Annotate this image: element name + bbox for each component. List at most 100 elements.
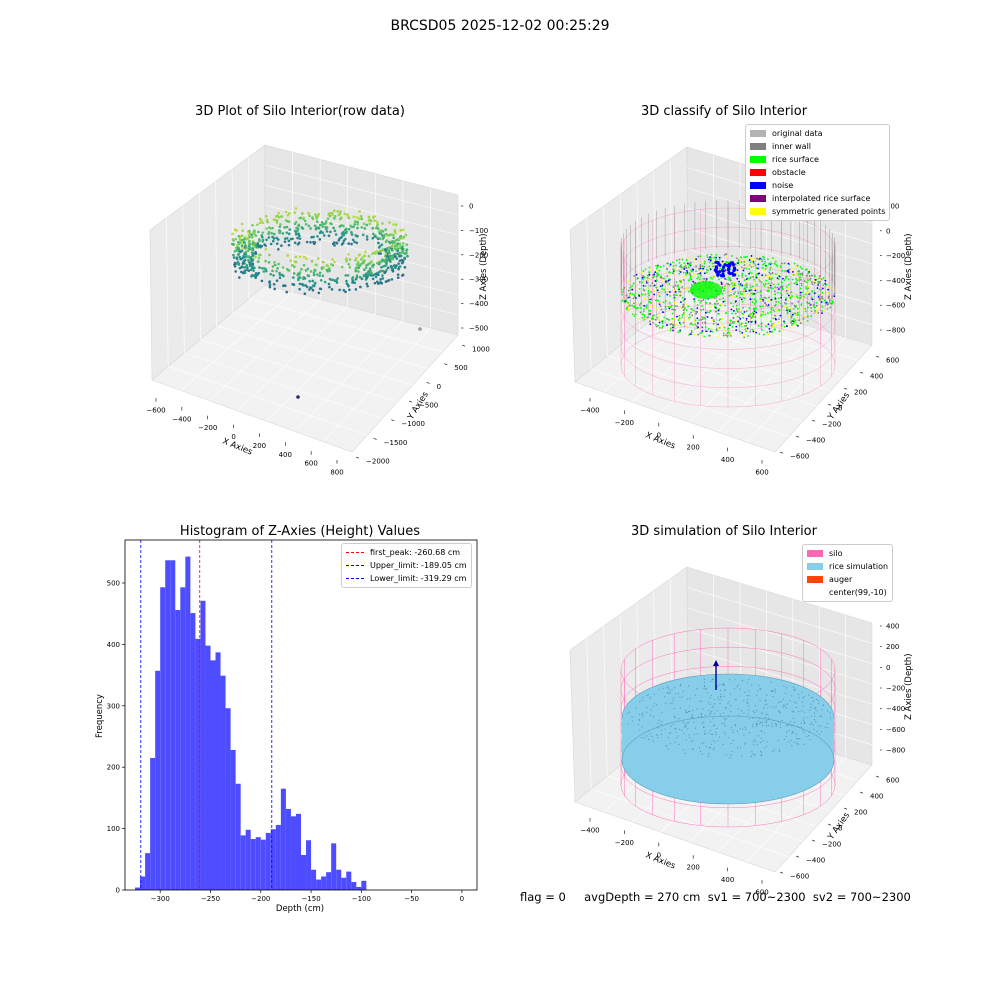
classified-point [744, 264, 747, 267]
rice-mesh-point [802, 729, 804, 732]
classified-point [688, 256, 691, 259]
data-point [297, 232, 300, 236]
data-point [367, 262, 371, 266]
classified-point [717, 323, 719, 326]
rice-mesh-point [752, 740, 754, 743]
data-point [262, 270, 266, 273]
classified-point [680, 266, 683, 269]
classified-point [727, 265, 730, 268]
classified-point [638, 295, 641, 298]
classified-point [697, 260, 700, 263]
data-point [343, 228, 347, 232]
data-point [345, 259, 348, 263]
classified-point [641, 293, 644, 296]
rice-mesh-point [669, 703, 671, 705]
classified-point [652, 321, 655, 324]
classified-point [717, 309, 720, 312]
classified-point [668, 278, 671, 281]
rice-mesh-point [693, 721, 695, 723]
classified-point [800, 272, 803, 275]
legend-label: inner wall [772, 142, 812, 151]
rice-mesh-point [763, 732, 766, 734]
classified-point [652, 318, 654, 321]
data-point [377, 252, 381, 255]
classified-point [682, 279, 685, 281]
histogram-bar [145, 853, 151, 890]
classified-point [753, 292, 756, 295]
histogram-bar [170, 560, 176, 890]
classified-point [720, 283, 723, 285]
classified-point [690, 329, 693, 332]
classified-point [765, 283, 767, 285]
rice-mesh-point [661, 721, 663, 723]
rice-mesh-point [734, 724, 736, 726]
tick-label: −600 [790, 873, 809, 881]
rice-mesh-point [688, 685, 690, 687]
data-point [396, 247, 400, 250]
classified-point [721, 272, 724, 274]
rice-mesh-point [765, 700, 767, 702]
classified-point [704, 311, 707, 314]
classified-point [763, 256, 765, 259]
classified-point [723, 300, 726, 303]
classified-point [653, 314, 655, 317]
panel1-title: 3D Plot of Silo Interior(row data) [195, 104, 405, 119]
classified-point [649, 269, 652, 272]
data-point [342, 288, 346, 292]
classified-point [664, 280, 667, 283]
data-point [365, 238, 369, 241]
data-point [251, 248, 255, 252]
data-point [243, 246, 247, 250]
rice-mesh-point [711, 711, 713, 713]
tick-label: −800 [886, 327, 905, 335]
classified-point [722, 332, 725, 335]
classified-point [791, 302, 794, 305]
rice-mesh-point [770, 681, 772, 683]
classified-point [703, 335, 706, 338]
tick-label: 0 [437, 383, 441, 391]
rice-mesh-point [737, 708, 739, 710]
classified-point [717, 293, 719, 296]
data-point [402, 247, 405, 251]
data-point [310, 235, 313, 239]
data-point [392, 236, 395, 240]
classified-point [668, 291, 671, 293]
data-point [391, 248, 394, 252]
grid-line [636, 602, 640, 750]
data-point [342, 232, 346, 236]
data-point [265, 218, 269, 222]
x-tick-label: −150 [301, 895, 320, 903]
rice-mesh-point [653, 693, 655, 695]
tick-label: −600 [886, 302, 905, 310]
classified-point [805, 287, 808, 290]
rice-mesh-point [703, 678, 706, 680]
classified-point [774, 314, 776, 317]
classified-point [743, 324, 746, 327]
rice-mesh-point [722, 683, 724, 685]
classified-point [639, 306, 642, 309]
histogram-bar [341, 877, 347, 890]
classified-point [696, 288, 699, 291]
data-point [333, 260, 336, 264]
classified-point [827, 297, 830, 299]
rice-mesh-point [702, 721, 705, 723]
rice-mesh-point [801, 710, 803, 712]
classified-point [804, 310, 807, 313]
data-point [382, 264, 385, 268]
classified-point [695, 258, 698, 261]
classified-point [793, 282, 796, 285]
rice-mesh-point [766, 703, 768, 705]
data-point [300, 268, 303, 271]
classified-point [734, 301, 737, 304]
rice-mesh-point [734, 679, 737, 681]
data-point [379, 252, 382, 255]
classified-point [751, 320, 754, 323]
noise-point [720, 268, 725, 273]
rice-mesh-point [778, 711, 781, 713]
classified-point [738, 283, 740, 286]
classified-point [652, 274, 654, 276]
rice-mesh-point [711, 678, 713, 680]
data-point [370, 260, 373, 263]
tick-label: 800 [330, 469, 343, 477]
classified-point [674, 309, 677, 311]
